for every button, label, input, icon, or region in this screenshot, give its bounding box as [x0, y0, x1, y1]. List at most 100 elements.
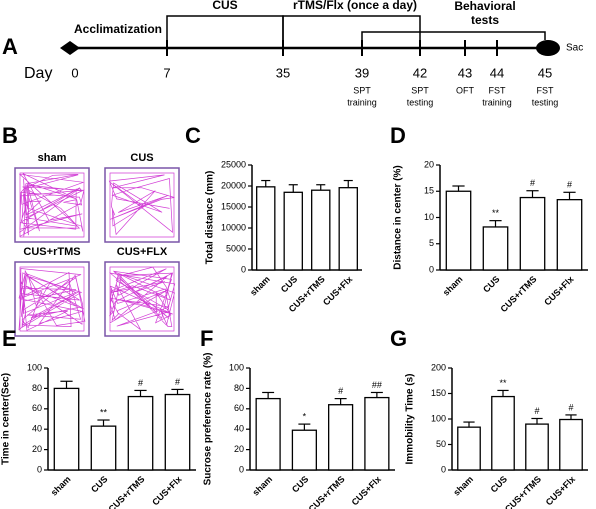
- y-tick-label: 100: [27, 362, 42, 372]
- significance-label: #: [175, 377, 180, 387]
- significance-label: #: [568, 402, 573, 412]
- y-tick-label: 20000: [221, 180, 246, 190]
- bar: [338, 187, 358, 271]
- y-tick-label: 25000: [221, 159, 246, 169]
- y-tick-label: 15000: [221, 201, 246, 211]
- bar: [559, 418, 583, 471]
- bar: [519, 196, 546, 271]
- group-label: CUS: [130, 152, 153, 164]
- trajectory: [108, 172, 175, 238]
- event-label: SPT: [411, 85, 429, 95]
- significance-label: **: [492, 208, 500, 218]
- bar: [445, 190, 472, 271]
- y-axis-label: Distance in center (%): [393, 165, 404, 269]
- event-label: training: [482, 97, 512, 107]
- day-number: 45: [538, 65, 552, 80]
- bar: [328, 404, 354, 471]
- day-number: 44: [490, 65, 504, 80]
- panel-label: G: [390, 326, 407, 351]
- bar: [491, 395, 515, 471]
- day-label: Day: [24, 65, 52, 82]
- end-label: Sac: [566, 43, 583, 54]
- y-tick-label: 40: [32, 424, 42, 434]
- end-marker: [536, 40, 560, 56]
- panel-label: E: [2, 326, 17, 351]
- y-tick-label: 0: [239, 464, 244, 474]
- y-tick-label: 0: [429, 264, 434, 274]
- panel-label: B: [2, 123, 18, 148]
- panel-label: F: [200, 326, 213, 351]
- bar: [53, 387, 80, 471]
- day-number: 43: [458, 65, 472, 80]
- panel-label: A: [2, 34, 18, 59]
- bar: [256, 186, 276, 271]
- y-tick-label: 0: [441, 464, 446, 474]
- panel-label: D: [390, 123, 406, 148]
- bar: [311, 189, 331, 271]
- y-axis-label: Total distance (mm): [205, 171, 216, 265]
- bar: [90, 425, 117, 471]
- bar: [482, 226, 509, 271]
- bar: [457, 426, 481, 471]
- phase-label: tests: [471, 13, 499, 27]
- y-tick-label: 80: [32, 383, 42, 393]
- significance-label: *: [303, 411, 307, 421]
- y-tick-label: 200: [431, 362, 446, 372]
- y-tick-label: 100: [431, 413, 446, 423]
- y-tick-label: 40: [234, 424, 244, 434]
- event-label: testing: [532, 97, 559, 107]
- y-tick-label: 20: [424, 159, 434, 169]
- y-axis-label: Sucrose preference rate (%): [203, 353, 214, 486]
- day-number: 35: [276, 65, 290, 80]
- bar: [291, 429, 317, 471]
- phase-label: Acclimatization: [74, 22, 162, 36]
- start-diamond: [60, 41, 80, 55]
- significance-label: #: [534, 406, 539, 416]
- group-label: CUS+rTMS: [23, 246, 80, 258]
- y-tick-label: 50: [436, 439, 446, 449]
- bar: [364, 396, 390, 471]
- y-tick-label: 150: [431, 388, 446, 398]
- event-label: SPT: [353, 85, 371, 95]
- y-tick-label: 15: [424, 186, 434, 196]
- y-tick-label: 20: [234, 444, 244, 454]
- y-tick-label: 80: [234, 383, 244, 393]
- phase-bracket: [282, 15, 421, 40]
- bar: [525, 423, 549, 471]
- trajectory: [18, 172, 85, 238]
- event-label: testing: [407, 97, 434, 107]
- event-label: OFT: [456, 85, 474, 95]
- significance-label: #: [567, 180, 572, 190]
- y-tick-label: 60: [32, 403, 42, 413]
- event-label: training: [347, 97, 377, 107]
- y-tick-label: 5000: [226, 243, 246, 253]
- y-axis-label: Immobility Time (s): [405, 374, 416, 465]
- group-label: sham: [38, 152, 67, 164]
- y-tick-label: 20: [32, 444, 42, 454]
- significance-label: **: [499, 378, 507, 388]
- y-axis-label: Time in center(Sec): [1, 373, 12, 465]
- significance-label: #: [338, 386, 343, 396]
- significance-label: **: [100, 407, 108, 417]
- y-tick-label: 10: [424, 212, 434, 222]
- y-tick-label: 5: [429, 238, 434, 248]
- bar: [127, 395, 154, 471]
- bar: [164, 393, 191, 471]
- panel-label: C: [185, 123, 201, 148]
- y-tick-label: 100: [229, 362, 244, 372]
- significance-label: ##: [372, 380, 382, 390]
- event-label: FST: [489, 85, 507, 95]
- phase-label: CUS: [212, 0, 237, 12]
- significance-label: #: [138, 378, 143, 388]
- group-label: CUS+FLX: [117, 246, 168, 258]
- phase-label: Behavioral: [454, 0, 515, 13]
- day-number: 39: [355, 65, 369, 80]
- trajectory: [109, 266, 176, 332]
- day-number: 0: [71, 65, 78, 80]
- y-tick-label: 10000: [221, 222, 246, 232]
- phase-label: rTMS/Flx (once a day): [293, 0, 417, 12]
- significance-label: #: [530, 178, 535, 188]
- day-number: 42: [413, 65, 427, 80]
- y-tick-label: 0: [37, 464, 42, 474]
